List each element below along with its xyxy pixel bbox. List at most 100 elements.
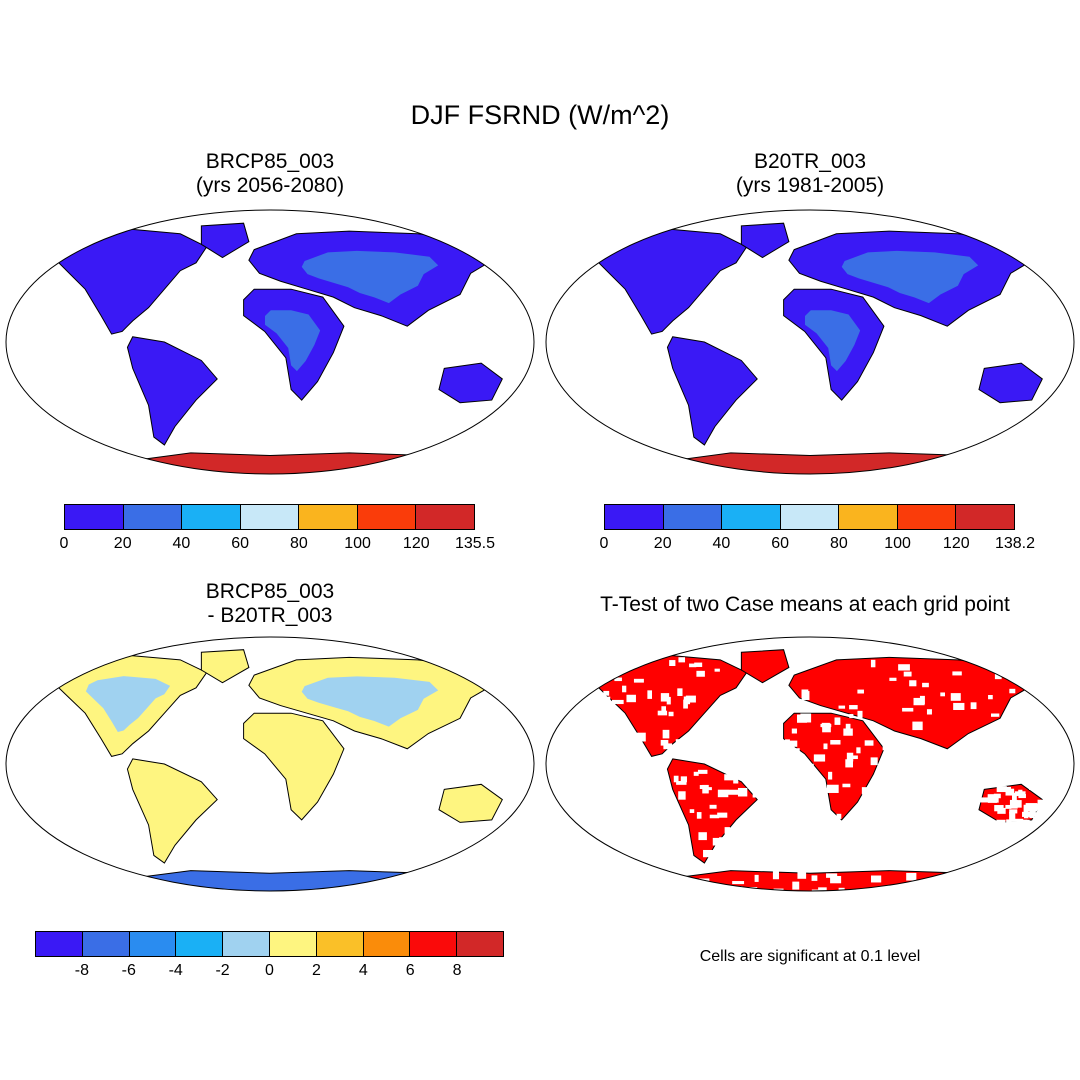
nonsignificant-cell <box>1021 819 1028 828</box>
nonsignificant-cell <box>870 659 876 668</box>
nonsignificant-cell <box>823 743 828 750</box>
nonsignificant-cell <box>870 757 878 766</box>
nonsignificant-cell <box>924 747 934 756</box>
field-patch <box>804 310 861 372</box>
nonsignificant-cell <box>754 874 759 882</box>
nonsignificant-cell <box>906 872 917 881</box>
nonsignificant-cell <box>912 721 923 731</box>
landmass-africa <box>243 712 345 821</box>
nonsignificant-cell <box>678 846 689 855</box>
colorbar-swatch <box>269 932 317 956</box>
colorbar-swatch <box>956 505 1015 529</box>
colorbar-b20tr <box>604 504 1015 530</box>
colorbar-tick-label: 20 <box>113 535 132 552</box>
colorbar-tick-label: 6 <box>405 962 415 979</box>
nonsignificant-cell <box>717 812 728 818</box>
colorbar-tick-label: 0 <box>59 535 69 552</box>
nonsignificant-cell <box>685 695 696 703</box>
nonsignificant-cell <box>961 880 969 884</box>
nonsignificant-cell <box>634 732 646 742</box>
nonsignificant-cell <box>709 804 717 809</box>
nonsignificant-cell <box>647 690 653 699</box>
colorbar-swatch <box>410 932 458 956</box>
nonsignificant-cell <box>727 759 734 766</box>
landmass-antarctica <box>651 452 1002 474</box>
panel-title-difference-line1: BRCP85_003 <box>205 580 335 603</box>
nonsignificant-cell <box>843 728 853 736</box>
colorbar-swatch <box>123 505 183 529</box>
landmass-australia <box>978 362 1043 404</box>
nonsignificant-cell <box>619 754 628 760</box>
nonsignificant-cell <box>755 759 761 767</box>
nonsignificant-cell <box>699 785 706 790</box>
nonsignificant-cell <box>697 769 708 774</box>
nonsignificant-cell <box>737 787 748 797</box>
nonsignificant-cell <box>633 678 644 683</box>
colorbar-swatch <box>457 932 503 956</box>
colorbar-swatch <box>240 505 300 529</box>
nonsignificant-cell <box>626 694 636 703</box>
nonsignificant-cell <box>902 745 914 752</box>
nonsignificant-cell <box>900 736 909 740</box>
nonsignificant-cell <box>926 709 932 715</box>
nonsignificant-cell <box>857 689 864 694</box>
nonsignificant-cell <box>676 781 687 785</box>
colorbar-difference <box>35 931 504 957</box>
nonsignificant-cell <box>1018 789 1023 795</box>
nonsignificant-cell <box>619 658 625 662</box>
nonsignificant-cell <box>822 723 831 733</box>
nonsignificant-cell <box>864 740 874 746</box>
nonsignificant-cell <box>814 800 823 807</box>
nonsignificant-cell <box>698 832 707 841</box>
landmass-southAmerica <box>126 758 218 864</box>
colorbar-tick-label: 40 <box>172 535 191 552</box>
nonsignificant-cell <box>993 793 1001 799</box>
nonsignificant-cell <box>1009 811 1016 821</box>
colorbar-swatch <box>722 505 781 529</box>
nonsignificant-cell <box>970 702 977 710</box>
landmass-australia <box>438 783 503 823</box>
nonsignificant-cell <box>952 671 962 676</box>
panel-title-b20tr-line2: (yrs 1981-2005) <box>735 174 885 197</box>
nonsignificant-cell <box>696 812 702 819</box>
nonsignificant-cell <box>727 789 739 795</box>
colorbar-tick-label: 4 <box>358 962 368 979</box>
nonsignificant-cell <box>689 809 695 813</box>
nonsignificant-cell <box>1033 803 1044 810</box>
nonsignificant-cell <box>789 740 798 747</box>
nonsignificant-cell <box>955 887 963 891</box>
nonsignificant-cell <box>811 889 822 891</box>
nonsignificant-cell <box>726 849 733 854</box>
nonsignificant-cell <box>806 773 816 778</box>
colorbar-swatch <box>129 932 177 956</box>
nonsignificant-cell <box>680 776 687 783</box>
nonsignificant-cell <box>826 787 837 792</box>
nonsignificant-cell <box>703 787 712 791</box>
nonsignificant-cell <box>742 858 751 865</box>
nonsignificant-cell <box>705 882 711 887</box>
nonsignificant-cell <box>967 874 980 883</box>
colorbar-tick-label: 100 <box>344 535 371 552</box>
nonsignificant-cell <box>673 775 679 783</box>
nonsignificant-cell <box>821 722 830 728</box>
colorbar-difference-ticks: -8 -6 -4 -2 0 2 4 6 8 <box>35 962 504 982</box>
nonsignificant-cell <box>687 857 695 863</box>
nonsignificant-cell <box>1037 799 1049 806</box>
nonsignificant-cell <box>1010 709 1016 714</box>
nonsignificant-cell <box>689 663 697 668</box>
nonsignificant-cell <box>1006 786 1012 796</box>
colorbar-tick-label: 135.5 <box>454 535 496 552</box>
nonsignificant-cell <box>714 668 720 672</box>
nonsignificant-cell <box>597 670 607 678</box>
nonsignificant-cell <box>1040 791 1046 795</box>
nonsignificant-cell <box>724 774 736 781</box>
nonsignificant-cell <box>909 680 917 687</box>
nonsignificant-cell <box>732 881 745 885</box>
map-frame <box>5 209 535 475</box>
nonsignificant-cell <box>620 659 633 669</box>
nonsignificant-cell <box>922 682 929 688</box>
nonsignificant-cell <box>997 879 1009 886</box>
nonsignificant-cell <box>797 870 807 879</box>
nonsignificant-cell <box>818 780 823 787</box>
colorbar-tick-label: 138.2 <box>994 535 1036 552</box>
